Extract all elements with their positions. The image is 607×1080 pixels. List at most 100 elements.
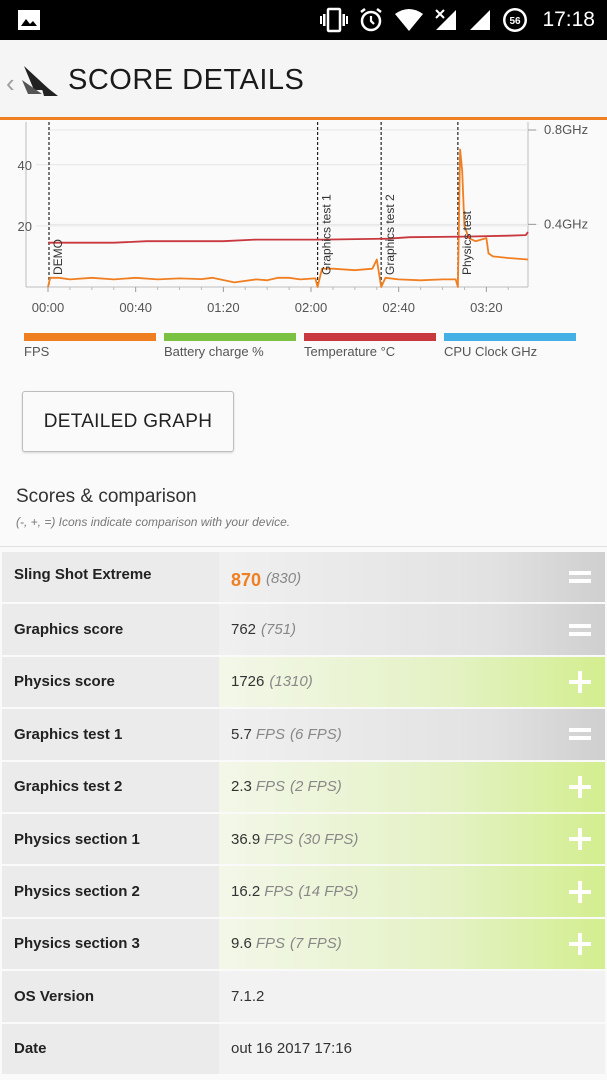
row-name: Graphics test 2 [2, 761, 219, 812]
chart-svg: 00:00 00:40 01:20 02:00 02:40 03:20 20 40 0.4GHz… [18, 122, 588, 315]
row-value: out 16 2017 17:16 [231, 1040, 352, 1058]
row-name: Date [2, 1023, 219, 1074]
legend-item-fps: FPS [24, 333, 156, 359]
row-value-cell: 36.9 FPS (30 FPS) [219, 813, 605, 865]
row-value: 9.6 [231, 935, 252, 953]
row-compare: (1310) [269, 673, 313, 691]
x-tick-label: 00:00 [32, 300, 65, 315]
scores-section-title: Scores & comparison [16, 486, 197, 507]
row-unit: FPS [264, 830, 294, 848]
table-row: OS Version 7.1.2 [2, 971, 605, 1024]
wifi-icon [395, 9, 424, 31]
row-name: Physics section 1 [2, 813, 219, 865]
performance-chart: 00:00 00:40 01:20 02:00 02:40 03:20 20 40 0.4GHz… [0, 122, 607, 332]
table-row: Graphics score 762 (751) [2, 604, 605, 657]
table-row: Physics section 2 16.2 FPS (14 FPS) [2, 866, 605, 919]
back-chevron-icon[interactable]: ‹ [6, 68, 15, 98]
series-line-fps [47, 148, 529, 288]
x-tick-label: 02:40 [382, 300, 415, 315]
legend-item-temperature: Temperature °C [304, 333, 436, 359]
phase-marker-label: Graphics test 2 [383, 194, 397, 275]
equal-icon [569, 623, 591, 636]
x-tick-label: 01:20 [207, 300, 240, 315]
signal-2-icon [470, 10, 491, 30]
x-tick-label: 02:00 [295, 300, 328, 315]
row-value: 870 [231, 570, 262, 590]
page-title: SCORE DETAILS [68, 64, 305, 96]
row-name: Physics section 3 [2, 918, 219, 970]
row-compare: (7 FPS) [290, 935, 342, 953]
phase-marker-label: Physics test [460, 210, 474, 275]
chart-legend: FPS Battery charge % Temperature °C CPU … [0, 333, 607, 363]
row-name: Graphics test 1 [2, 709, 219, 760]
row-value-cell: 1726 (1310) [219, 656, 605, 708]
row-name: Graphics score [2, 604, 219, 655]
alarm-icon [360, 8, 383, 32]
row-value-cell: out 16 2017 17:16 [219, 1023, 605, 1074]
plus-icon [569, 670, 591, 693]
row-value: 5.7 [231, 725, 252, 743]
table-row: Physics score 1726 (1310) [2, 656, 605, 710]
section-divider [0, 546, 607, 547]
row-unit: FPS [255, 725, 286, 743]
row-value-cell: 9.6 FPS (7 FPS) [219, 918, 605, 970]
row-compare: (830) [266, 570, 302, 587]
plus-icon [569, 828, 591, 851]
row-name: OS Version [2, 971, 219, 1022]
clock-time: 17:18 [542, 8, 595, 31]
scores-section-subtitle: (-, +, =) Icons indicate comparison with… [16, 515, 291, 529]
phase-marker-label: DEMO [51, 239, 65, 275]
svg-text:56: 56 [510, 16, 522, 27]
scores-table: Sling Shot Extreme 870 (830) Graphics score… [2, 552, 605, 1076]
row-compare: (30 FPS) [298, 830, 359, 848]
table-row: Graphics test 2 2.3 FPS (2 FPS) [2, 761, 605, 814]
row-value-cell: 7.1.2 [219, 971, 605, 1022]
plus-icon [569, 880, 591, 903]
equal-icon [569, 728, 591, 741]
app-bar: ‹ SCORE DETAILS [0, 40, 607, 120]
row-compare: (751) [261, 621, 297, 639]
y-tick-label: 20 [18, 219, 32, 234]
detailed-graph-button[interactable]: DETAILED GRAPH [22, 391, 234, 452]
table-row: Date out 16 2017 17:16 [2, 1023, 605, 1076]
y-tick-label: 40 [18, 158, 32, 173]
row-unit: FPS [255, 935, 286, 953]
table-row: Physics section 1 36.9 FPS (30 FPS) [2, 813, 605, 867]
row-unit: FPS [264, 883, 294, 901]
image-notification-icon [18, 10, 40, 30]
table-row: Physics section 3 9.6 FPS (7 FPS) [2, 918, 605, 972]
y-right-tick-label: 0.4GHz [544, 216, 588, 231]
legend-item-battery: Battery charge % [164, 333, 296, 359]
x-tick-label: 03:20 [470, 300, 503, 315]
row-unit: FPS [255, 778, 286, 796]
row-value: 1726 [231, 673, 265, 691]
y-right-tick-label: 0.8GHz [544, 122, 588, 137]
row-value: 16.2 [231, 883, 261, 901]
equal-icon [569, 571, 591, 584]
row-value: 7.1.2 [231, 987, 265, 1005]
vibrate-icon [320, 7, 349, 33]
row-compare: (6 FPS) [290, 725, 342, 743]
plus-icon [569, 775, 591, 798]
row-value: 36.9 [231, 830, 261, 848]
table-row: Graphics test 1 5.7 FPS (6 FPS) [2, 709, 605, 762]
table-row: Sling Shot Extreme 870 (830) [2, 552, 605, 605]
row-value-cell: 870 (830) [219, 552, 605, 603]
x-tick-label: 00:40 [119, 300, 152, 315]
series-line-temperature-c [48, 231, 529, 244]
signal-icon [435, 9, 457, 30]
row-value-cell: 762 (751) [219, 604, 605, 655]
battery-icon: 56 [503, 8, 528, 32]
3dmark-logo-icon[interactable] [20, 60, 60, 100]
row-value: 2.3 [231, 778, 252, 796]
status-bar: 56 17:18 [0, 0, 607, 40]
row-value-cell: 2.3 FPS (2 FPS) [219, 761, 605, 812]
row-value-cell: 16.2 FPS (14 FPS) [219, 866, 605, 917]
phase-marker-label: Graphics test 1 [320, 194, 334, 275]
row-name: Physics section 2 [2, 866, 219, 917]
row-name: Sling Shot Extreme [2, 552, 219, 603]
row-compare: (14 FPS) [298, 883, 359, 901]
row-value-cell: 5.7 FPS (6 FPS) [219, 709, 605, 760]
row-value: 762 [231, 621, 257, 639]
plus-icon [569, 932, 591, 955]
